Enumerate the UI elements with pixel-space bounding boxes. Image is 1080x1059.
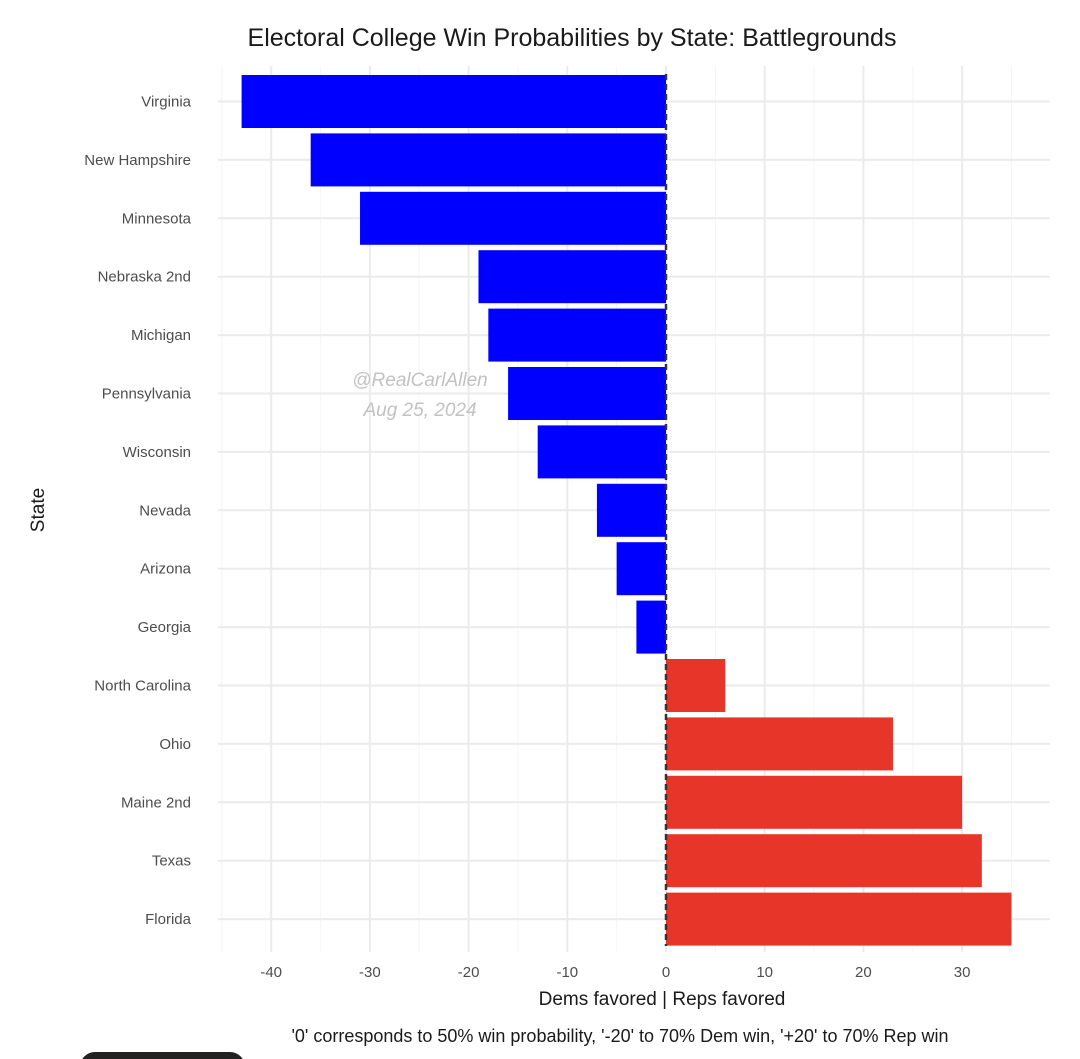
x-axis-label: Dems favored | Reps favored	[539, 989, 786, 1010]
x-tick-label: -20	[458, 964, 480, 981]
chart-title: Electoral College Win Probabilities by S…	[248, 24, 897, 52]
bar-new-hampshire	[310, 133, 666, 187]
bar-wisconsin	[537, 425, 666, 479]
bar-maine-2nd	[666, 775, 963, 829]
bar-georgia	[636, 600, 666, 654]
bar-virginia	[241, 75, 666, 128]
x-tick-label: 30	[954, 964, 971, 981]
y-tick-label: Virginia	[141, 94, 191, 111]
y-tick-label: Nevada	[139, 502, 191, 519]
y-tick-label: North Carolina	[94, 678, 191, 695]
x-tick-labels: -40 -30 -20 -10 0 10 20 30	[260, 964, 970, 981]
y-tick-label: Ohio	[159, 736, 191, 753]
watermark-handle: @RealCarlAllen	[352, 370, 487, 391]
bar-florida	[666, 892, 1012, 946]
chart-caption: '0' corresponds to 50% win probability, …	[291, 1026, 948, 1046]
x-tick-label: 10	[756, 964, 773, 981]
y-axis-label: State	[28, 488, 49, 532]
bar-minnesota	[360, 191, 666, 245]
y-tick-label: Michigan	[131, 327, 191, 344]
bar-nevada	[596, 483, 666, 537]
bars	[241, 75, 1012, 946]
y-tick-label: Wisconsin	[123, 444, 191, 461]
y-tick-label: Maine 2nd	[121, 794, 191, 811]
bar-arizona	[616, 542, 666, 596]
bottom-pill-element[interactable]	[80, 1052, 245, 1059]
bar-michigan	[488, 308, 666, 362]
y-tick-labels: Virginia New Hampshire Minnesota Nebraska 2…	[84, 94, 191, 929]
bar-ohio	[666, 717, 894, 771]
y-tick-label: New Hampshire	[84, 152, 191, 169]
x-tick-label: -40	[260, 964, 282, 981]
x-tick-label: 20	[855, 964, 872, 981]
bar-pennsylvania	[508, 367, 666, 420]
bar-north-carolina	[666, 659, 726, 712]
y-tick-label: Arizona	[140, 561, 192, 578]
y-tick-label: Minnesota	[122, 210, 192, 227]
y-tick-label: Florida	[145, 911, 192, 928]
x-tick-label: -10	[556, 964, 578, 981]
y-tick-label: Texas	[152, 853, 191, 870]
y-tick-label: Georgia	[138, 619, 192, 636]
y-tick-label: Pennsylvania	[102, 386, 192, 403]
bar-texas	[666, 834, 982, 888]
x-tick-label: 0	[662, 964, 670, 981]
watermark-date: Aug 25, 2024	[362, 400, 476, 421]
x-tick-label: -30	[359, 964, 381, 981]
y-tick-label: Nebraska 2nd	[98, 269, 191, 286]
bar-nebraska-2nd	[478, 250, 666, 304]
